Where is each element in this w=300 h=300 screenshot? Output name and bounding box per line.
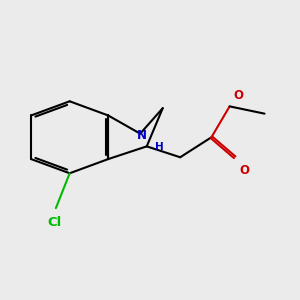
Text: O: O xyxy=(233,89,243,102)
Text: N: N xyxy=(137,129,147,142)
Text: Cl: Cl xyxy=(47,216,61,229)
Text: O: O xyxy=(239,164,249,177)
Text: H: H xyxy=(155,142,164,152)
